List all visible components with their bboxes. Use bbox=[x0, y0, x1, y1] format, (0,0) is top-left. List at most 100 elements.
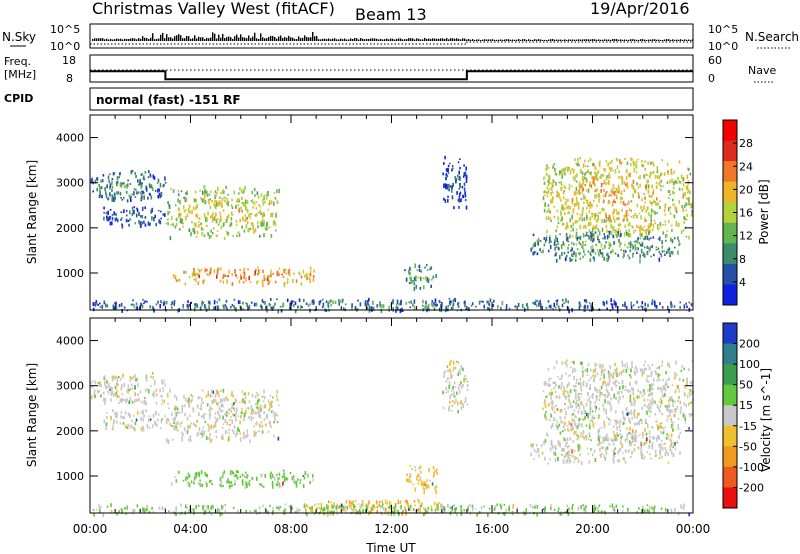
nsky-bar bbox=[498, 39, 500, 41]
data-cell bbox=[629, 241, 632, 245]
data-cell bbox=[584, 172, 587, 175]
data-cell bbox=[208, 426, 211, 430]
data-cell bbox=[640, 450, 643, 453]
data-cell bbox=[223, 190, 225, 193]
data-cell bbox=[647, 389, 649, 392]
data-cell bbox=[593, 163, 595, 167]
data-cell bbox=[602, 248, 604, 251]
data-cell bbox=[566, 359, 568, 362]
data-cell bbox=[181, 218, 183, 222]
data-cell bbox=[204, 190, 206, 195]
data-cell bbox=[256, 421, 258, 426]
data-cell bbox=[617, 234, 619, 237]
data-cell bbox=[222, 222, 225, 227]
data-cell bbox=[276, 390, 279, 394]
data-cell bbox=[422, 487, 425, 490]
data-cell bbox=[568, 421, 571, 424]
data-cell bbox=[547, 383, 549, 387]
data-cell bbox=[653, 253, 655, 257]
data-cell bbox=[531, 246, 534, 250]
data-cell bbox=[222, 423, 225, 425]
data-cell bbox=[141, 304, 144, 309]
data-cell bbox=[245, 510, 248, 513]
data-cell bbox=[145, 377, 148, 382]
data-cell bbox=[188, 303, 191, 307]
data-cell bbox=[545, 411, 547, 414]
data-cell bbox=[179, 512, 181, 515]
data-cell bbox=[608, 235, 610, 238]
data-cell bbox=[204, 199, 206, 205]
data-cell bbox=[603, 455, 605, 458]
y-tick-label: 4000 bbox=[56, 132, 84, 145]
data-cell bbox=[482, 300, 484, 303]
data-cell bbox=[580, 184, 582, 189]
data-cell bbox=[144, 388, 147, 393]
date-label: 19/Apr/2016 bbox=[590, 0, 690, 18]
data-cell bbox=[350, 507, 353, 510]
data-cell bbox=[291, 506, 293, 510]
data-cell bbox=[575, 402, 577, 405]
data-cell bbox=[206, 225, 208, 228]
data-cell bbox=[677, 399, 679, 402]
data-cell bbox=[633, 230, 635, 234]
data-cell bbox=[633, 436, 635, 440]
data-cell bbox=[261, 299, 264, 302]
nsky-bar bbox=[324, 38, 326, 41]
data-cell bbox=[158, 219, 160, 224]
data-cell bbox=[454, 176, 456, 180]
data-cell bbox=[670, 304, 672, 309]
nsky-bar bbox=[448, 39, 450, 41]
data-cell bbox=[330, 501, 332, 504]
data-cell bbox=[636, 182, 638, 186]
data-cell bbox=[649, 368, 651, 371]
data-cell bbox=[550, 240, 552, 243]
data-cell bbox=[211, 389, 213, 393]
data-cell bbox=[213, 203, 215, 207]
data-cell bbox=[304, 471, 307, 476]
data-cell bbox=[629, 394, 632, 399]
data-cell bbox=[268, 274, 270, 278]
data-cell bbox=[215, 429, 217, 434]
data-cell bbox=[575, 231, 578, 237]
data-cell bbox=[227, 201, 230, 203]
data-cell bbox=[649, 174, 651, 179]
data-cell bbox=[448, 408, 450, 412]
data-cell bbox=[458, 390, 461, 394]
data-cell bbox=[575, 162, 577, 165]
data-cell bbox=[638, 195, 640, 199]
nsky-bar bbox=[396, 38, 398, 41]
data-cell bbox=[141, 221, 143, 225]
data-cell bbox=[289, 472, 292, 475]
data-cell bbox=[226, 216, 228, 221]
nsky-bar bbox=[326, 39, 328, 41]
data-cell bbox=[624, 250, 627, 253]
data-cell bbox=[166, 417, 169, 420]
data-cell bbox=[594, 183, 596, 187]
data-cell bbox=[688, 427, 690, 430]
data-cell bbox=[604, 393, 606, 397]
data-cell bbox=[98, 194, 101, 199]
data-cell bbox=[184, 477, 187, 481]
data-cell bbox=[607, 230, 610, 233]
data-cell bbox=[670, 302, 672, 305]
data-cell bbox=[292, 304, 295, 308]
data-cell bbox=[658, 175, 661, 180]
data-cell bbox=[577, 447, 580, 452]
data-cell bbox=[214, 214, 217, 218]
data-cell bbox=[630, 433, 632, 436]
y-tick-label: 1000 bbox=[56, 267, 84, 280]
data-cell bbox=[262, 269, 264, 273]
data-cell bbox=[601, 368, 603, 373]
data-cell bbox=[628, 440, 631, 444]
data-cell bbox=[406, 478, 409, 482]
data-cell bbox=[463, 164, 465, 167]
data-cell bbox=[605, 177, 608, 181]
data-cell bbox=[584, 225, 587, 229]
data-cell bbox=[459, 192, 461, 197]
nsky-bar bbox=[524, 39, 526, 41]
data-cell bbox=[109, 185, 111, 190]
data-cell bbox=[593, 176, 595, 181]
data-cell bbox=[576, 437, 579, 441]
data-cell bbox=[161, 395, 164, 398]
